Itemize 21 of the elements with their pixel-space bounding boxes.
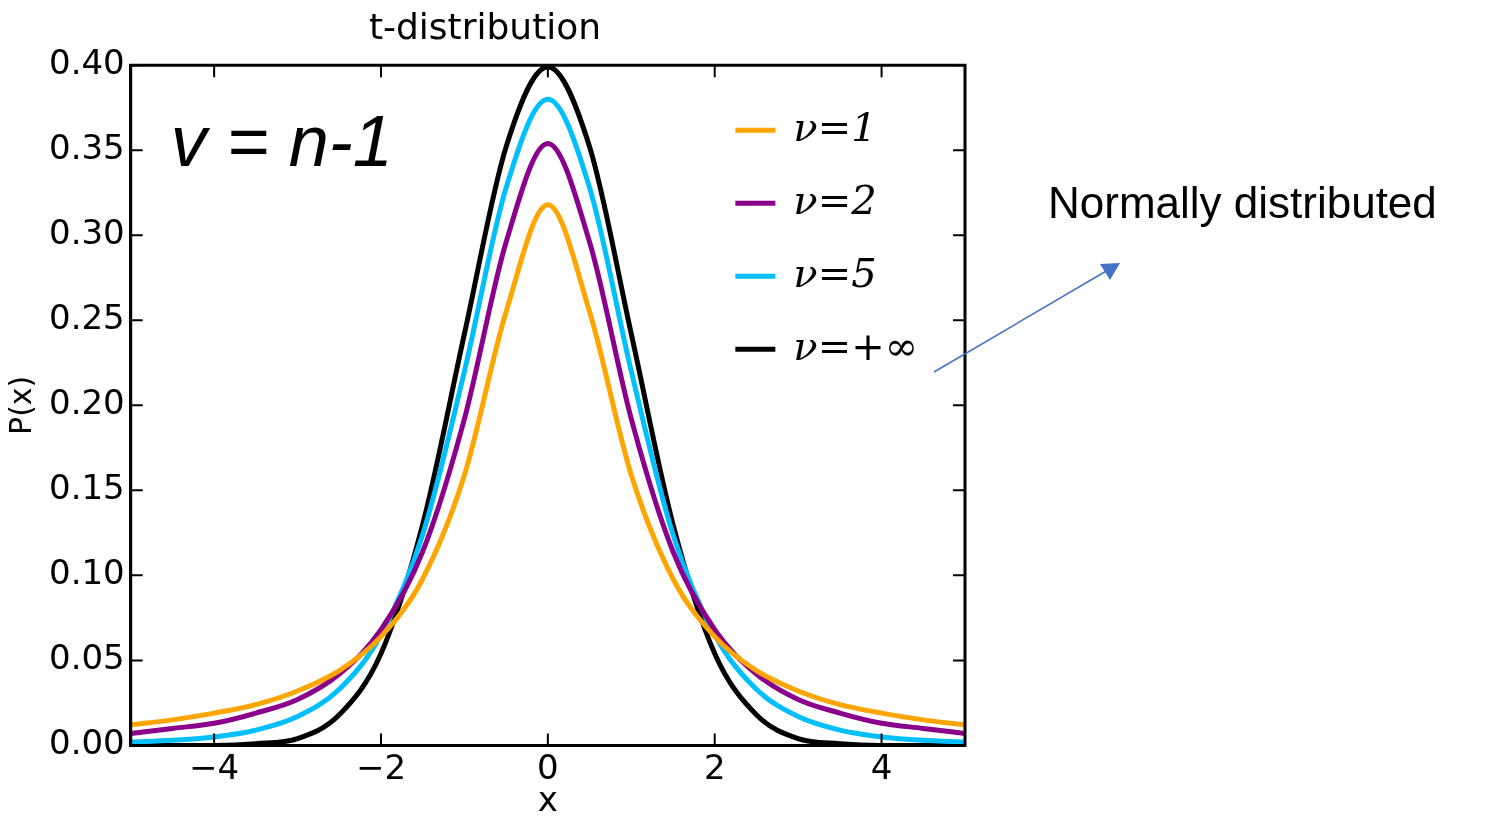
- legend-label: ν=1: [793, 103, 877, 150]
- legend-label: ν=+∞: [793, 322, 918, 369]
- y-axis-title: P(x): [2, 375, 38, 435]
- y-tick-label: 0.20: [49, 382, 125, 423]
- text: Normally distributed: [1048, 178, 1437, 228]
- y-tick-label: 0.35: [49, 127, 125, 168]
- y-tick-label: 0.00: [49, 722, 125, 763]
- y-tick-label: 0.05: [49, 637, 125, 678]
- y-tick-label: 0.30: [49, 212, 125, 253]
- legend-label: ν=2: [793, 176, 877, 223]
- legend-label: ν=5: [793, 249, 877, 296]
- y-tick-label: 0.40: [49, 42, 125, 83]
- y-tick-label: 0.10: [49, 552, 125, 593]
- y-tick-label: 0.15: [49, 467, 125, 508]
- y-tick-label: 0.25: [49, 297, 125, 338]
- annotation: v = n-1: [170, 100, 393, 183]
- x-tick-label: −4: [189, 746, 240, 787]
- x-tick-label: 2: [703, 746, 726, 787]
- x-tick-label: −2: [355, 746, 407, 787]
- x-tick-label: 4: [870, 746, 893, 787]
- chart-title: t-distribution: [368, 5, 602, 47]
